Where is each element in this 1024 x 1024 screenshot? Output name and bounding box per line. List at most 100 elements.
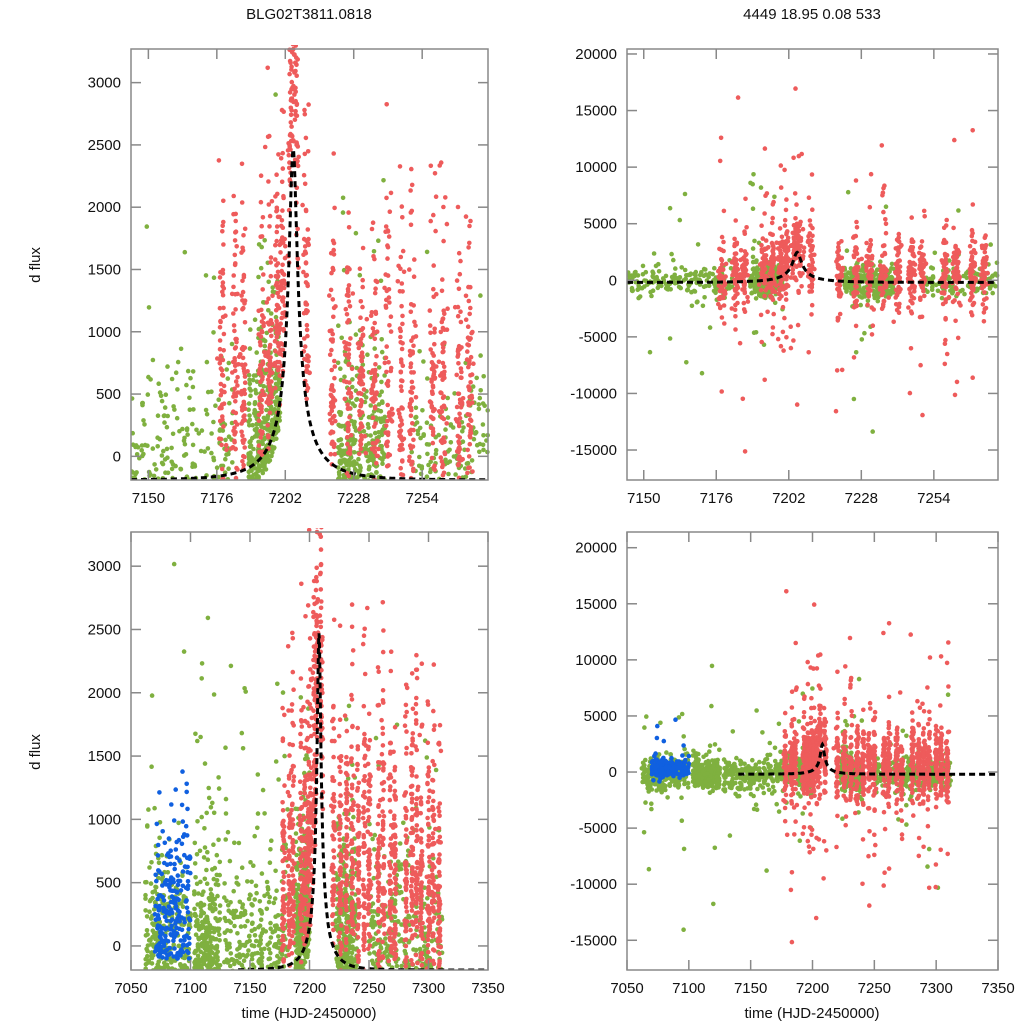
survey-red-point: [468, 305, 473, 311]
survey-red-point: [239, 293, 244, 298]
survey-red-point: [429, 455, 435, 461]
survey-red-point: [347, 304, 353, 309]
survey-red-point: [794, 402, 800, 407]
survey-red-point: [267, 369, 273, 374]
survey-red-point: [360, 284, 366, 290]
survey-green-point: [213, 906, 218, 912]
survey-green-point: [650, 269, 655, 275]
y-tick-label: 500: [96, 386, 121, 403]
survey-green-point: [257, 973, 262, 978]
survey-red-point: [762, 377, 767, 383]
survey-red-point: [357, 408, 362, 414]
survey-red-point: [398, 357, 404, 362]
survey-red-point: [779, 251, 784, 256]
survey-red-point: [346, 293, 351, 299]
survey-red-point: [779, 234, 785, 240]
survey-red-point: [795, 227, 801, 233]
survey-green-point: [350, 401, 355, 406]
survey-red-point: [291, 37, 296, 42]
survey-red-point: [943, 297, 948, 303]
survey-red-point: [983, 243, 989, 248]
survey-red-point: [398, 254, 404, 260]
survey-green-point: [462, 488, 467, 493]
survey-red-point: [400, 341, 405, 346]
survey-red-point: [796, 234, 801, 240]
survey-green-point: [472, 431, 478, 436]
survey-green-point: [209, 974, 214, 979]
survey-red-point: [305, 333, 310, 339]
survey-green-point: [362, 476, 367, 480]
survey-red-point: [376, 446, 381, 452]
top-left-ylabel: d flux: [27, 247, 44, 283]
survey-green-point: [264, 330, 270, 336]
survey-green-point: [155, 444, 160, 449]
survey-red-point: [762, 281, 768, 286]
survey-red-point: [233, 218, 238, 224]
survey-red-point: [970, 302, 976, 308]
survey-red-point: [233, 307, 238, 312]
survey-green-point: [148, 377, 153, 382]
survey-red-point: [465, 470, 470, 476]
survey-red-point: [783, 259, 788, 265]
survey-red-point: [967, 243, 973, 249]
survey-red-point: [983, 233, 988, 238]
survey-red-point: [233, 230, 238, 235]
survey-green-point: [630, 275, 635, 280]
survey-green-point: [149, 764, 154, 769]
survey-green-point: [689, 289, 694, 295]
survey-green-point: [843, 285, 848, 291]
survey-green-point: [635, 287, 640, 293]
survey-red-point: [944, 351, 950, 357]
survey-red-point: [456, 440, 462, 446]
survey-red-point: [763, 193, 768, 198]
survey-red-point: [347, 266, 352, 272]
survey-red-point: [330, 238, 336, 244]
survey-green-point: [197, 957, 202, 962]
survey-red-point: [973, 276, 978, 281]
x-tick-label: 7254: [405, 490, 438, 507]
survey-red-point: [358, 421, 364, 426]
survey-green-point: [343, 478, 349, 480]
survey-green-point: [379, 432, 385, 438]
survey-red-point: [465, 324, 471, 330]
survey-red-point: [398, 369, 404, 375]
survey-red-point: [370, 326, 376, 331]
survey-green-point: [208, 956, 213, 962]
survey-green-point: [340, 210, 346, 215]
survey-red-point: [742, 449, 748, 454]
survey-red-point: [922, 277, 927, 282]
survey-red-point: [263, 367, 269, 373]
survey-red-point: [346, 352, 352, 357]
survey-red-point: [356, 391, 361, 396]
survey-green-point: [673, 266, 678, 271]
survey-red-point: [411, 427, 416, 433]
survey-green-point: [255, 468, 261, 474]
bottom-left-xlabel: time (HJD-2450000): [241, 1005, 376, 1022]
survey-red-point: [258, 406, 263, 411]
survey-red-point: [287, 58, 293, 64]
survey-green-point: [755, 267, 760, 272]
survey-red-point: [740, 396, 746, 402]
survey-green-point: [656, 261, 661, 267]
survey-red-point: [759, 249, 765, 255]
survey-red-point: [917, 245, 923, 250]
survey-red-point: [837, 273, 842, 278]
survey-red-point: [770, 202, 776, 207]
survey-red-point: [865, 302, 870, 308]
survey-green-point: [858, 302, 863, 308]
survey-red-point: [292, 52, 297, 57]
survey-green-point: [197, 848, 203, 854]
survey-green-point: [248, 468, 253, 473]
survey-red-point: [801, 249, 807, 255]
survey-red-point: [302, 336, 307, 341]
survey-red-point: [409, 182, 415, 188]
survey-red-point: [468, 336, 473, 341]
survey-green-point: [750, 267, 756, 272]
survey-red-point: [332, 205, 337, 211]
survey-red-point: [265, 354, 271, 360]
survey-red-point: [259, 307, 264, 313]
survey-red-point: [799, 151, 804, 157]
survey-red-point: [279, 281, 284, 287]
survey-red-point: [399, 421, 405, 427]
survey-red-point: [242, 320, 248, 325]
